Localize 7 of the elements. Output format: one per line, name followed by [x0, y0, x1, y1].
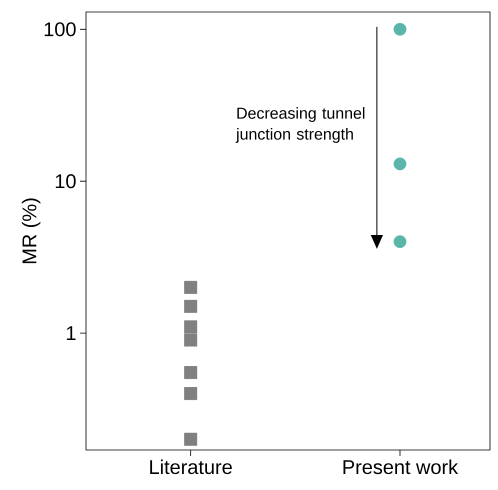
- y-tick-label: 1: [66, 326, 76, 340]
- x-tick-label: Literature: [150, 460, 232, 474]
- y-tick-label: 10: [56, 174, 76, 188]
- y-axis-title: MR (%): [22, 198, 40, 264]
- y-tick-label: 100: [44, 22, 76, 36]
- x-tick-label: Present work: [343, 460, 458, 474]
- annotation: Decreasing tunnel junction strength: [236, 107, 364, 143]
